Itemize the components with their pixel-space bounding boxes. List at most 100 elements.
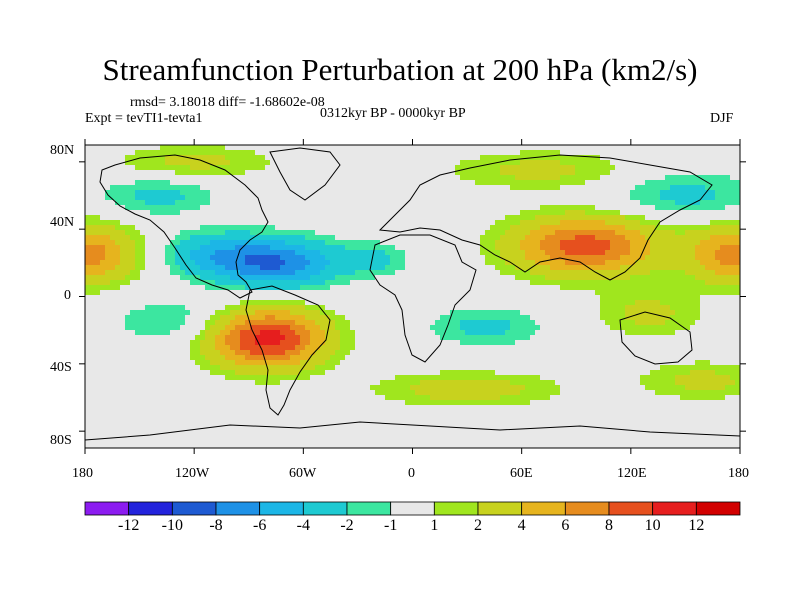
field-cell: [685, 150, 691, 156]
field-cell: [555, 270, 561, 276]
field-cell: [410, 205, 416, 211]
field-cell: [150, 195, 156, 201]
field-cell: [580, 290, 586, 296]
field-cell: [90, 200, 96, 206]
field-cell: [540, 330, 546, 336]
field-cell: [415, 230, 421, 236]
field-cell: [285, 260, 291, 266]
field-cell: [335, 330, 341, 336]
field-cell: [150, 145, 156, 151]
field-cell: [730, 330, 736, 336]
field-cell: [370, 315, 376, 321]
field-cell: [505, 320, 511, 326]
field-cell: [280, 225, 286, 231]
field-cell: [725, 220, 731, 226]
field-cell: [90, 155, 96, 161]
field-cell: [420, 145, 426, 151]
field-cell: [510, 230, 516, 236]
field-cell: [510, 260, 516, 266]
field-cell: [440, 145, 446, 151]
field-cell: [490, 170, 496, 176]
field-cell: [655, 230, 661, 236]
field-cell: [465, 325, 471, 331]
field-cell: [675, 265, 681, 271]
field-cell: [210, 245, 216, 251]
field-cell: [560, 295, 566, 301]
field-cell: [220, 300, 226, 306]
field-cell: [565, 165, 571, 171]
field-cell: [510, 275, 516, 281]
field-cell: [90, 230, 96, 236]
field-cell: [700, 240, 706, 246]
field-cell: [665, 180, 671, 186]
field-cell: [125, 285, 131, 291]
field-cell: [305, 330, 311, 336]
field-cell: [535, 170, 541, 176]
field-cell: [500, 330, 506, 336]
field-cell: [240, 285, 246, 291]
field-cell: [130, 175, 136, 181]
field-cell: [205, 310, 211, 316]
field-cell: [535, 175, 541, 181]
field-cell: [140, 190, 146, 196]
field-cell: [465, 330, 471, 336]
field-cell: [355, 150, 361, 156]
field-cell: [305, 270, 311, 276]
field-cell: [505, 305, 511, 311]
field-cell: [375, 225, 381, 231]
field-cell: [130, 220, 136, 226]
field-cell: [560, 240, 566, 246]
field-cell: [445, 155, 451, 161]
field-cell: [330, 225, 336, 231]
field-cell: [85, 215, 91, 221]
field-cell: [695, 265, 701, 271]
field-cell: [460, 155, 466, 161]
field-cell: [710, 330, 716, 336]
field-cell: [565, 205, 571, 211]
field-cell: [685, 320, 691, 326]
field-cell: [390, 280, 396, 286]
field-cell: [425, 210, 431, 216]
field-cell: [320, 145, 326, 151]
field-cell: [580, 330, 586, 336]
field-cell: [720, 300, 726, 306]
field-cell: [230, 185, 236, 191]
field-cell: [385, 295, 391, 301]
field-cell: [655, 255, 661, 261]
field-cell: [725, 310, 731, 316]
field-cell: [620, 205, 626, 211]
field-cell: [420, 195, 426, 201]
field-cell: [240, 240, 246, 246]
field-cell: [330, 235, 336, 241]
field-cell: [525, 175, 531, 181]
field-cell: [585, 150, 591, 156]
field-cell: [215, 230, 221, 236]
field-cell: [685, 165, 691, 171]
field-cell: [470, 180, 476, 186]
field-cell: [220, 180, 226, 186]
field-cell: [670, 285, 676, 291]
field-cell: [665, 245, 671, 251]
field-cell: [735, 280, 741, 286]
field-cell: [505, 195, 511, 201]
field-cell: [195, 185, 201, 191]
field-cell: [155, 315, 161, 321]
field-cell: [400, 225, 406, 231]
field-cell: [615, 155, 621, 161]
field-cell: [300, 170, 306, 176]
field-cell: [560, 220, 566, 226]
field-cell: [195, 240, 201, 246]
field-cell: [95, 325, 101, 331]
field-cell: [460, 185, 466, 191]
field-cell: [425, 225, 431, 231]
field-cell: [555, 255, 561, 261]
field-cell: [665, 330, 671, 336]
field-cell: [375, 155, 381, 161]
field-cell: [440, 320, 446, 326]
field-cell: [695, 290, 701, 296]
field-cell: [520, 245, 526, 251]
field-cell: [200, 310, 206, 316]
field-cell: [555, 305, 561, 311]
field-cell: [570, 275, 576, 281]
field-cell: [580, 230, 586, 236]
